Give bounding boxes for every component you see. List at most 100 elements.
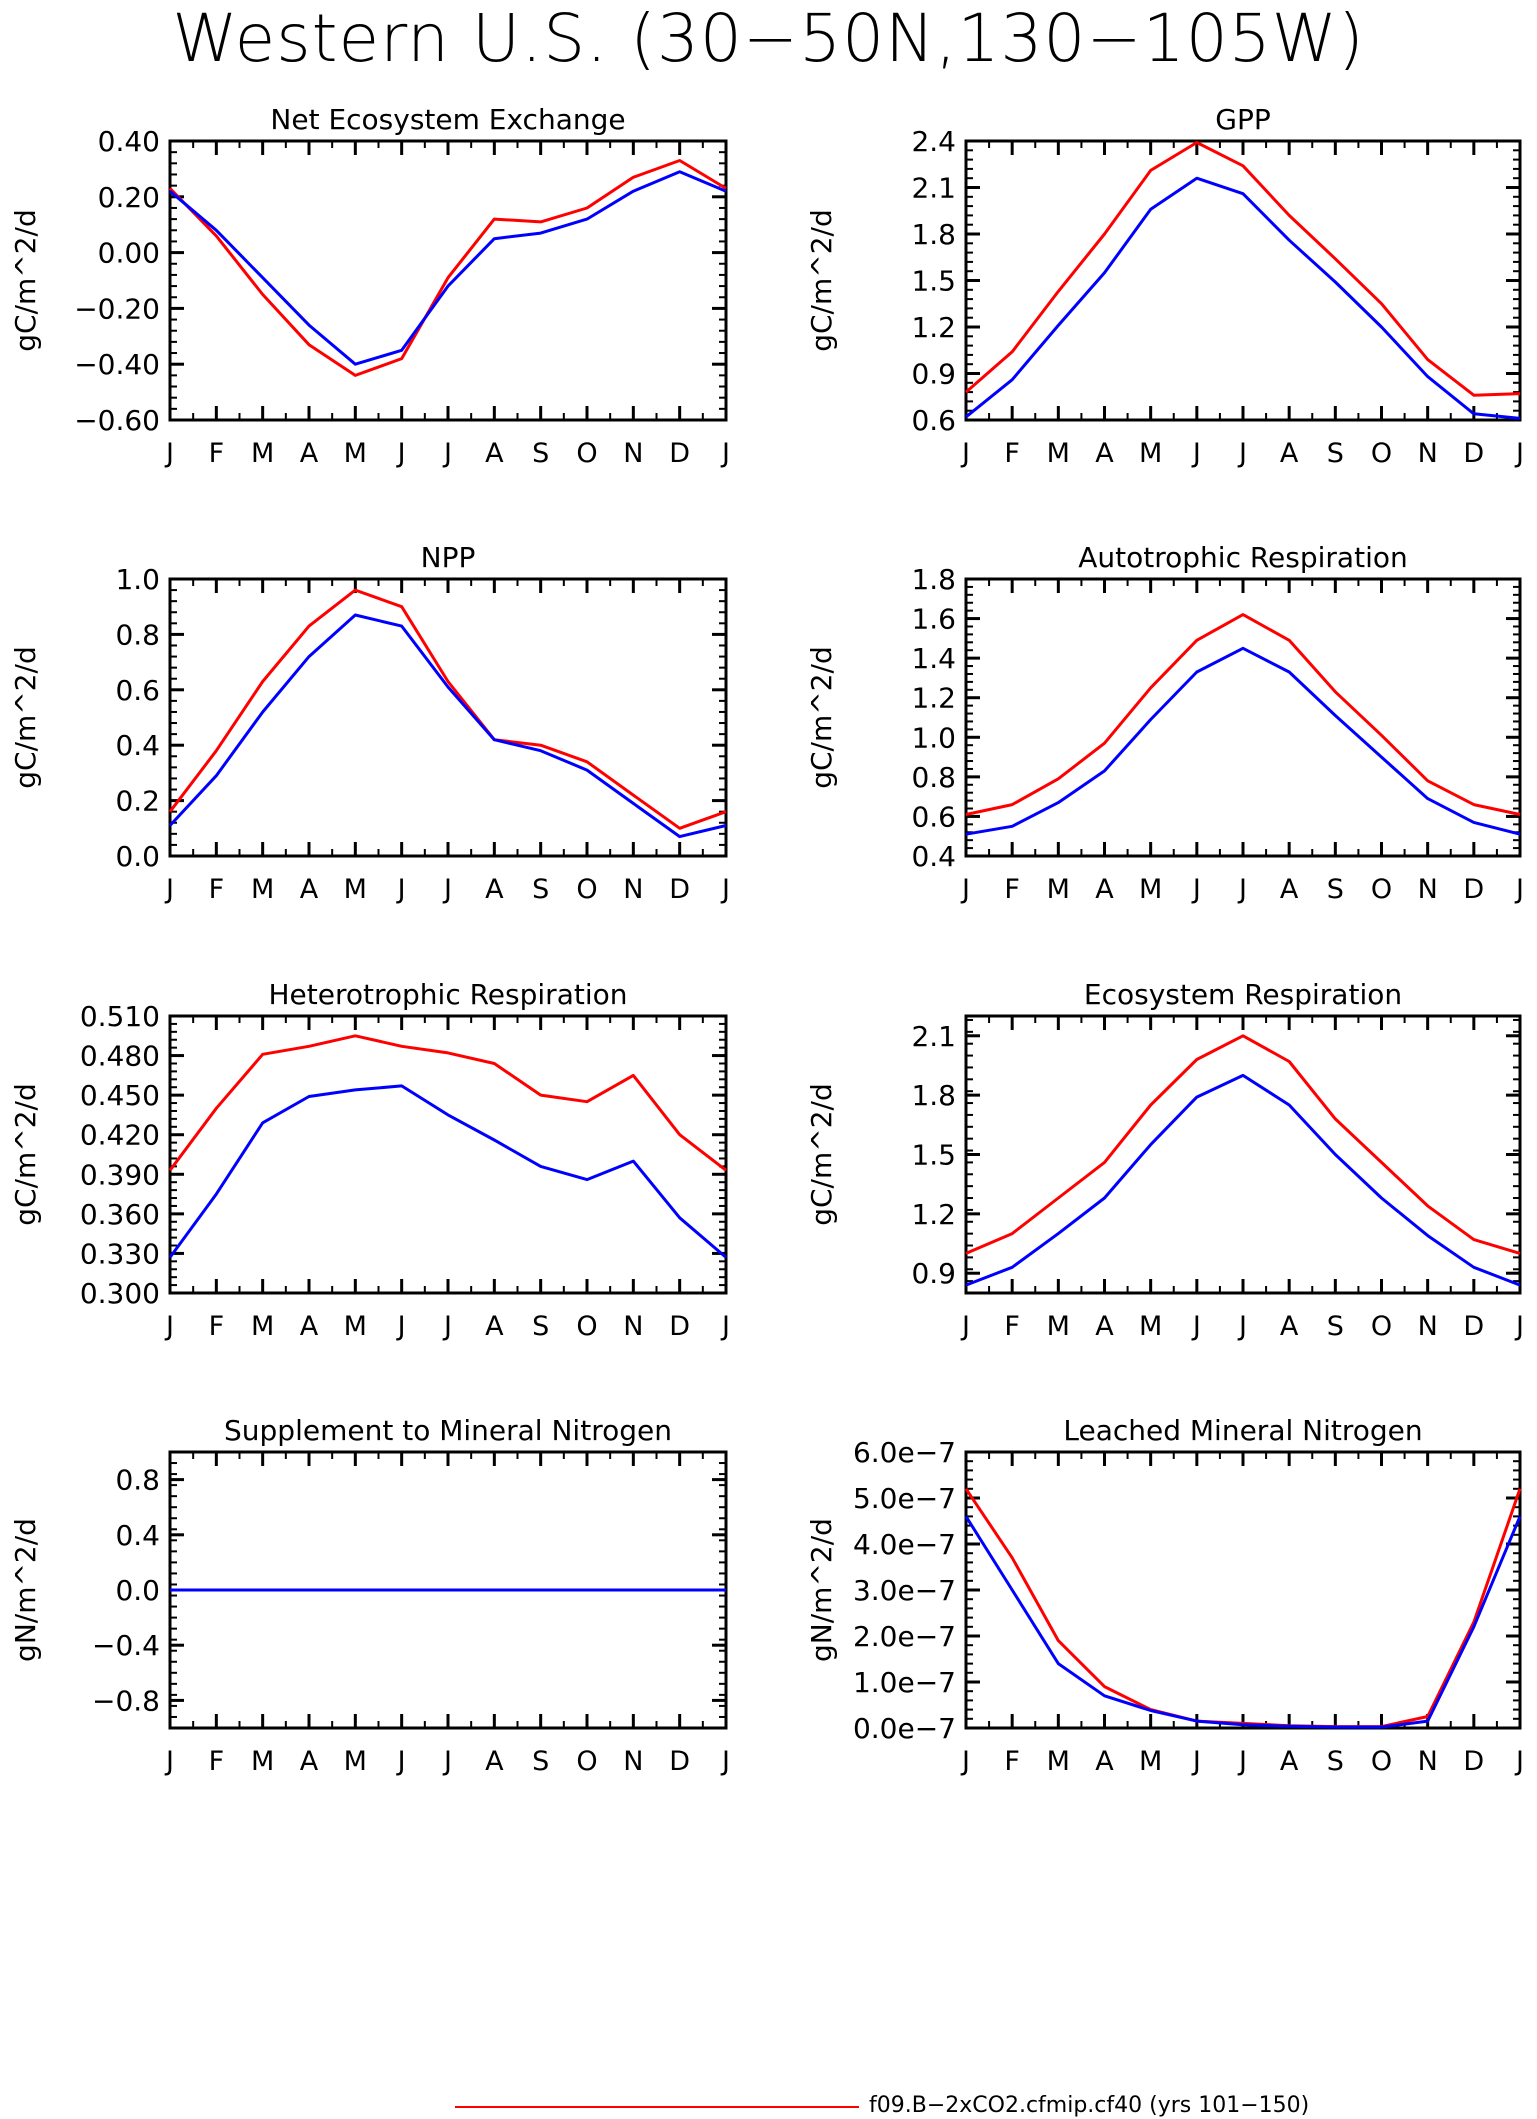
x-tick-label: J	[1514, 438, 1524, 469]
y-tick-label: 2.1	[911, 1020, 956, 1053]
y-tick-label: 1.0	[115, 563, 160, 596]
y-tick-label: 1.8	[911, 218, 956, 251]
x-tick-label: A	[485, 1746, 504, 1777]
y-tick-label: 1.5	[911, 265, 956, 298]
x-tick-label: D	[1463, 874, 1484, 905]
x-tick-label: O	[1371, 1311, 1392, 1342]
y-axis-label: gC/m^2/d	[9, 646, 42, 789]
x-tick-label: M	[1047, 438, 1070, 469]
y-tick-label: 0.4	[115, 1519, 160, 1552]
x-tick-label: A	[1095, 1746, 1114, 1777]
y-tick-label: 0.9	[911, 358, 956, 391]
x-tick-label: F	[1004, 874, 1020, 905]
y-tick-label: 1.5	[911, 1139, 956, 1172]
y-axis-label: gC/m^2/d	[9, 209, 42, 352]
x-tick-label: D	[1463, 438, 1484, 469]
x-tick-label: D	[669, 1311, 690, 1342]
x-tick-label: J	[164, 1311, 174, 1342]
x-tick-label: O	[576, 1746, 597, 1777]
x-tick-label: S	[1327, 438, 1344, 469]
x-tick-label: J	[720, 438, 730, 469]
chart-title: Leached Mineral Nitrogen	[1063, 1414, 1422, 1447]
x-tick-label: J	[1191, 874, 1201, 905]
y-tick-label: 6.0e−7	[853, 1436, 956, 1469]
y-tick-label: 1.6	[911, 603, 956, 636]
x-tick-label: J	[1514, 1311, 1524, 1342]
x-tick-label: J	[396, 874, 406, 905]
plot-frame	[964, 1450, 1522, 1730]
x-tick-label: A	[300, 1746, 319, 1777]
y-axis-label: gN/m^2/d	[805, 1518, 838, 1662]
x-tick-label: M	[1047, 874, 1070, 905]
y-tick-label: 0.420	[80, 1119, 160, 1152]
y-tick-label: 4.0e−7	[853, 1528, 956, 1561]
x-tick-label: N	[1418, 1746, 1438, 1777]
chart-title: Net Ecosystem Exchange	[270, 103, 625, 136]
plot-frame	[964, 577, 1522, 858]
x-tick-label: D	[669, 874, 690, 905]
x-tick-label: O	[576, 874, 597, 905]
y-tick-label: 0.450	[80, 1079, 160, 1112]
plot-frame	[964, 139, 1522, 422]
x-tick-label: J	[442, 1746, 452, 1777]
x-tick-label: J	[720, 1311, 730, 1342]
y-tick-label: 1.0	[911, 721, 956, 754]
x-tick-label: J	[1514, 874, 1524, 905]
y-tick-label: 0.40	[98, 125, 160, 158]
x-tick-label: A	[1095, 874, 1114, 905]
y-tick-label: 1.2	[911, 1198, 956, 1231]
chart-title: Autotrophic Respiration	[1078, 541, 1407, 574]
y-tick-label: 0.8	[115, 1464, 160, 1497]
y-tick-label: 1.0e−7	[853, 1666, 956, 1699]
x-tick-label: N	[623, 874, 643, 905]
legend-line-red	[455, 2106, 859, 2108]
y-axis-label: gC/m^2/d	[805, 1083, 838, 1226]
x-tick-label: A	[300, 874, 319, 905]
y-axis-label: gC/m^2/d	[9, 1083, 42, 1226]
y-tick-label: 2.4	[911, 125, 956, 158]
x-tick-label: J	[442, 438, 452, 469]
x-tick-label: M	[251, 874, 274, 905]
y-tick-label: 2.1	[911, 172, 956, 205]
x-tick-label: A	[485, 874, 504, 905]
y-tick-label: −0.4	[92, 1629, 160, 1662]
x-tick-label: F	[209, 438, 225, 469]
x-tick-label: J	[1514, 1746, 1524, 1777]
y-tick-label: 0.8	[115, 618, 160, 651]
y-axis-label: gC/m^2/d	[805, 646, 838, 789]
y-tick-label: −0.40	[74, 348, 160, 381]
x-tick-label: S	[1327, 1746, 1344, 1777]
y-tick-label: 0.0	[115, 840, 160, 873]
x-tick-label: M	[1139, 438, 1162, 469]
x-tick-label: A	[1280, 1311, 1299, 1342]
legend-label: f09.B−2xCO2.cfmip.cf40 (yrs 101−150)	[869, 2093, 1310, 2118]
series-line-red	[964, 1487, 1522, 1729]
x-tick-label: J	[164, 438, 174, 469]
series-line-red	[965, 1034, 1521, 1255]
y-tick-label: 1.2	[911, 682, 956, 715]
series-line-blue	[168, 1084, 727, 1259]
x-tick-label: J	[442, 874, 452, 905]
x-tick-label: M	[1047, 1746, 1070, 1777]
chart-title: Ecosystem Respiration	[1084, 978, 1402, 1011]
x-tick-label: S	[532, 1746, 549, 1777]
y-tick-label: 0.8	[911, 761, 956, 794]
x-tick-label: M	[344, 1311, 367, 1342]
x-tick-label: S	[1327, 874, 1344, 905]
x-tick-label: A	[300, 438, 319, 469]
legend: f09.B−2xCO2.cfmip.cf40 (yrs 101−150)	[455, 2094, 1515, 2118]
series-line-red	[168, 588, 727, 830]
x-tick-label: J	[1237, 1746, 1247, 1777]
page-title: Western U.S. (30−50N,130−105W)	[172, 0, 1365, 77]
series-line-blue	[965, 646, 1521, 836]
y-tick-label: 0.20	[98, 181, 160, 214]
x-tick-label: F	[1004, 1311, 1020, 1342]
x-tick-label: F	[209, 874, 225, 905]
x-tick-label: S	[532, 438, 549, 469]
x-tick-label: F	[1004, 1746, 1020, 1777]
plot-frame	[168, 1014, 728, 1295]
x-tick-label: N	[1418, 874, 1438, 905]
x-tick-label: N	[1418, 1311, 1438, 1342]
y-tick-label: 5.0e−7	[853, 1482, 956, 1515]
y-tick-label: 1.2	[911, 311, 956, 344]
